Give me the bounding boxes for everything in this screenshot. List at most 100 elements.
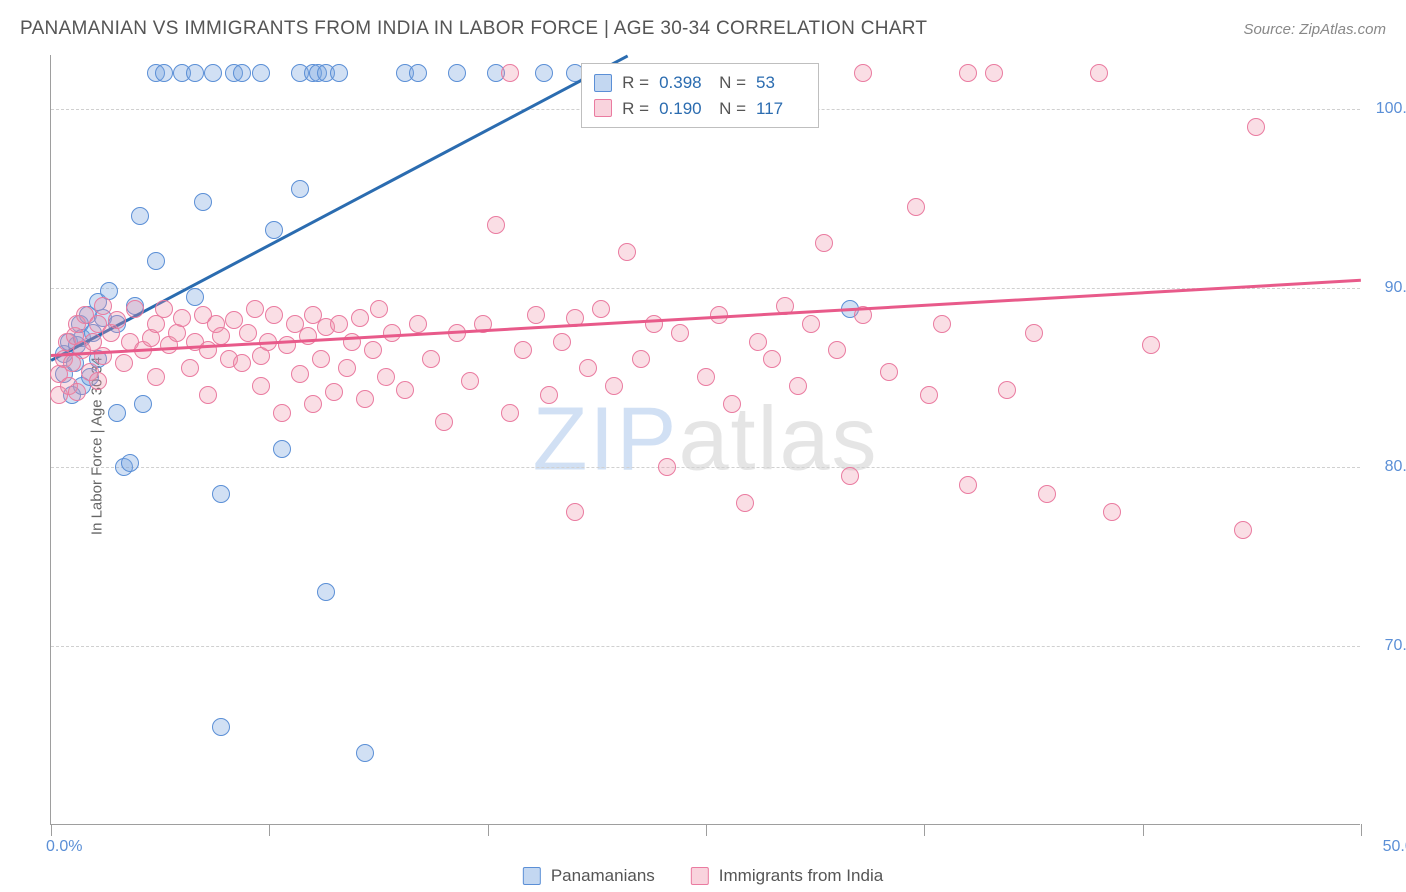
scatter-point xyxy=(173,309,191,327)
legend-stats-box: R =0.398N =53R =0.190N =117 xyxy=(581,63,819,128)
scatter-point xyxy=(1103,503,1121,521)
scatter-point xyxy=(501,404,519,422)
scatter-point xyxy=(273,440,291,458)
scatter-point xyxy=(364,341,382,359)
scatter-point xyxy=(68,383,86,401)
legend-stats-row: R =0.190N =117 xyxy=(594,96,806,122)
x-tick xyxy=(488,824,489,836)
gridline-h xyxy=(51,467,1360,468)
scatter-point xyxy=(265,306,283,324)
scatter-point xyxy=(155,64,173,82)
stat-label: R = xyxy=(622,96,649,122)
trend-line xyxy=(51,279,1361,357)
scatter-point xyxy=(155,300,173,318)
scatter-point xyxy=(291,365,309,383)
swatch-pink xyxy=(594,99,612,117)
scatter-point xyxy=(1142,336,1160,354)
stat-label: R = xyxy=(622,70,649,96)
scatter-point xyxy=(147,252,165,270)
scatter-point xyxy=(736,494,754,512)
scatter-point xyxy=(199,386,217,404)
scatter-point xyxy=(540,386,558,404)
stat-label: N = xyxy=(719,70,746,96)
title-bar: PANAMANIAN VS IMMIGRANTS FROM INDIA IN L… xyxy=(20,18,1386,40)
scatter-point xyxy=(749,333,767,351)
scatter-point xyxy=(1038,485,1056,503)
scatter-point xyxy=(396,381,414,399)
scatter-point xyxy=(435,413,453,431)
legend-item-india: Immigrants from India xyxy=(691,866,883,886)
scatter-point xyxy=(383,324,401,342)
scatter-point xyxy=(131,207,149,225)
scatter-point xyxy=(409,64,427,82)
scatter-point xyxy=(985,64,1003,82)
scatter-point xyxy=(487,216,505,234)
scatter-point xyxy=(108,404,126,422)
scatter-point xyxy=(920,386,938,404)
scatter-point xyxy=(356,744,374,762)
scatter-point xyxy=(312,350,330,368)
scatter-point xyxy=(959,476,977,494)
scatter-point xyxy=(618,243,636,261)
scatter-point xyxy=(815,234,833,252)
scatter-point xyxy=(134,395,152,413)
scatter-point xyxy=(343,333,361,351)
x-tick xyxy=(51,824,52,836)
scatter-point xyxy=(828,341,846,359)
swatch-pink xyxy=(691,867,709,885)
scatter-point xyxy=(317,583,335,601)
scatter-point xyxy=(553,333,571,351)
scatter-point xyxy=(370,300,388,318)
scatter-point xyxy=(356,390,374,408)
scatter-point xyxy=(252,377,270,395)
scatter-point xyxy=(1234,521,1252,539)
scatter-point xyxy=(246,300,264,318)
stat-r-value: 0.190 xyxy=(659,96,709,122)
y-tick-label: 100.0% xyxy=(1370,100,1406,118)
x-tick xyxy=(706,824,707,836)
stat-r-value: 0.398 xyxy=(659,70,709,96)
scatter-point xyxy=(422,350,440,368)
scatter-point xyxy=(330,64,348,82)
x-tick-label: 50.0% xyxy=(1383,838,1406,856)
scatter-point xyxy=(1247,118,1265,136)
scatter-point xyxy=(802,315,820,333)
y-tick-label: 70.0% xyxy=(1370,637,1406,655)
scatter-point xyxy=(186,288,204,306)
stat-n-value: 117 xyxy=(756,96,806,122)
x-tick xyxy=(1361,824,1362,836)
scatter-point xyxy=(854,64,872,82)
gridline-h xyxy=(51,646,1360,647)
swatch-blue xyxy=(594,74,612,92)
scatter-point xyxy=(592,300,610,318)
scatter-point xyxy=(933,315,951,333)
scatter-point xyxy=(605,377,623,395)
scatter-point xyxy=(121,454,139,472)
scatter-point xyxy=(409,315,427,333)
scatter-point xyxy=(325,383,343,401)
legend-item-panamanians: Panamanians xyxy=(523,866,655,886)
scatter-point xyxy=(186,64,204,82)
scatter-point xyxy=(697,368,715,386)
scatter-point xyxy=(212,718,230,736)
scatter-point xyxy=(579,359,597,377)
scatter-point xyxy=(377,368,395,386)
scatter-point xyxy=(658,458,676,476)
scatter-point xyxy=(330,315,348,333)
scatter-point xyxy=(789,377,807,395)
scatter-point xyxy=(108,311,126,329)
scatter-point xyxy=(233,354,251,372)
scatter-point xyxy=(514,341,532,359)
source-text: Source: ZipAtlas.com xyxy=(1243,21,1386,38)
scatter-point xyxy=(448,64,466,82)
scatter-point xyxy=(126,300,144,318)
scatter-point xyxy=(501,64,519,82)
scatter-point xyxy=(566,503,584,521)
scatter-point xyxy=(959,64,977,82)
scatter-point xyxy=(89,372,107,390)
legend-stats-row: R =0.398N =53 xyxy=(594,70,806,96)
scatter-point xyxy=(1090,64,1108,82)
scatter-point xyxy=(252,64,270,82)
scatter-point xyxy=(461,372,479,390)
scatter-point xyxy=(273,404,291,422)
